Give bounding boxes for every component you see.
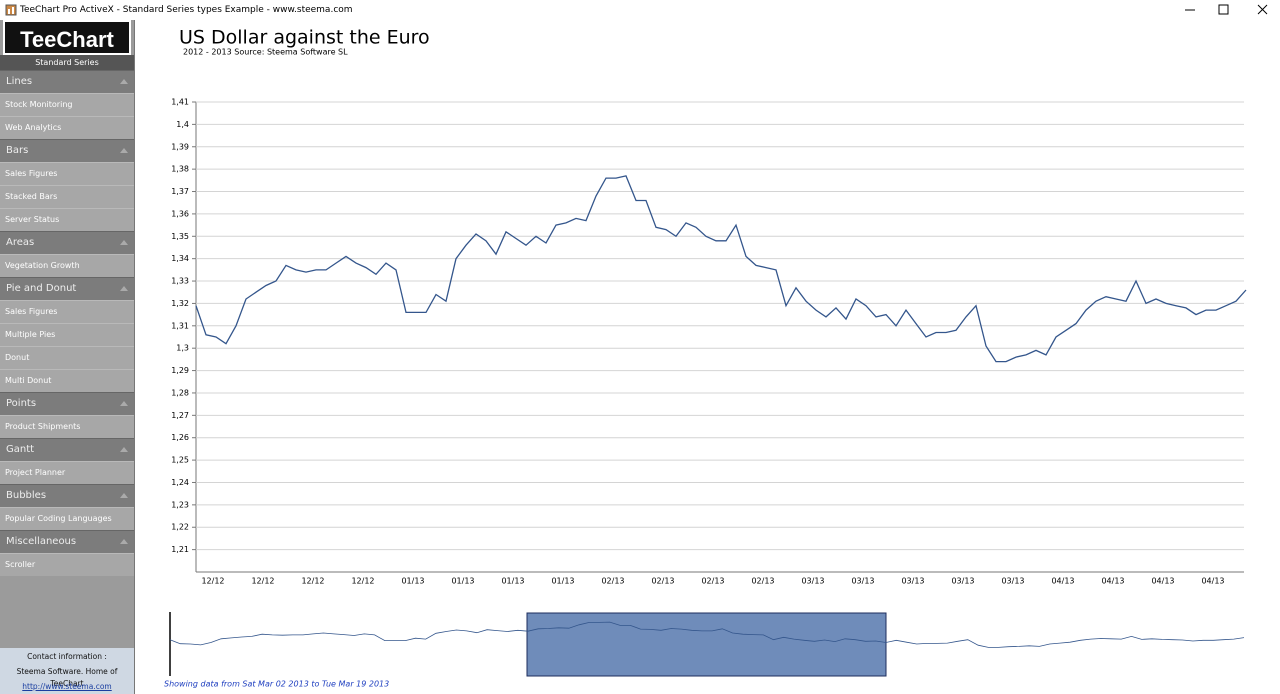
x-tick-label: 04/13 <box>1201 577 1224 586</box>
section-header[interactable]: Miscellaneous <box>0 530 134 553</box>
x-tick-label: 02/13 <box>601 577 624 586</box>
menu-item[interactable]: Donut <box>0 346 134 369</box>
x-tick-label: 04/13 <box>1151 577 1174 586</box>
section-header[interactable]: Areas <box>0 231 134 254</box>
contact: Contact information : Steema Software. Ho… <box>0 648 134 694</box>
y-tick-label: 1,4 <box>176 120 189 129</box>
x-tick-label: 04/13 <box>1051 577 1074 586</box>
chart-title: US Dollar against the Euro <box>179 27 430 49</box>
scroller-line <box>169 621 1245 648</box>
menu-item[interactable]: Sales Figures <box>0 162 134 185</box>
menu-item[interactable]: Web Analytics <box>0 116 134 139</box>
menu-item[interactable]: Multiple Pies <box>0 323 134 346</box>
x-tick-label: 03/13 <box>951 577 974 586</box>
menu-item[interactable]: Server Status <box>0 208 134 231</box>
contact-line: Steema Software. Home of TeeChart <box>16 667 118 688</box>
y-tick-label: 1,41 <box>171 98 189 107</box>
y-tick-label: 1,29 <box>171 366 189 375</box>
x-tick-label: 02/13 <box>651 577 674 586</box>
menu-item[interactable]: Product Shipments <box>0 415 134 438</box>
x-tick-label: 02/13 <box>701 577 724 586</box>
logo: TeeChart <box>3 20 131 55</box>
y-tick-label: 1,24 <box>171 478 189 487</box>
contact-line[interactable]: http://www.steema.com <box>22 682 112 691</box>
menu-item[interactable]: Scroller <box>0 553 134 576</box>
menu-item[interactable]: Vegetation Growth <box>0 254 134 277</box>
x-tick-label: 01/13 <box>551 577 574 586</box>
scroller-caption: Showing data from Sat Mar 02 2013 to Tue… <box>164 680 389 689</box>
section-header[interactable]: Pie and Donut <box>0 277 134 300</box>
y-tick-label: 1,25 <box>171 456 189 465</box>
menu-item[interactable]: Popular Coding Languages <box>0 507 134 530</box>
x-tick-label: 02/13 <box>751 577 774 586</box>
window-title: TeeChart Pro ActiveX - Standard Series t… <box>20 5 353 15</box>
x-tick-label: 04/13 <box>1101 577 1124 586</box>
y-tick-label: 1,35 <box>171 232 189 241</box>
x-tick-label: 12/12 <box>251 577 274 586</box>
section-header[interactable]: Bars <box>0 139 134 162</box>
menu-item[interactable]: Project Planner <box>0 461 134 484</box>
menu-item[interactable]: Multi Donut <box>0 369 134 392</box>
app-icon <box>5 4 17 16</box>
x-tick-label: 12/12 <box>201 577 224 586</box>
y-tick-label: 1,3 <box>176 344 189 353</box>
y-tick-label: 1,28 <box>171 388 189 397</box>
x-tick-label: 03/13 <box>901 577 924 586</box>
logo-subtitle: Standard Series <box>0 55 134 70</box>
x-tick-label: 01/13 <box>401 577 424 586</box>
y-tick-label: 1,21 <box>171 545 189 554</box>
y-tick-label: 1,22 <box>171 523 189 532</box>
contact-line: Contact information : <box>27 652 107 661</box>
x-tick-label: 03/13 <box>801 577 824 586</box>
y-tick-label: 1,26 <box>171 433 189 442</box>
x-tick-label: 03/13 <box>851 577 874 586</box>
x-tick-label: 12/12 <box>301 577 324 586</box>
chart-subtitle: 2012 - 2013 Source: Steema Software SL <box>183 48 348 57</box>
section-header[interactable]: Bubbles <box>0 484 134 507</box>
y-tick-label: 1,32 <box>171 299 189 308</box>
menu: Lines Stock Monitoring Web Analytics Bars Sa… <box>0 70 134 576</box>
scroller-window[interactable] <box>526 612 887 677</box>
section-header[interactable]: Lines <box>0 70 134 93</box>
y-tick-label: 1,33 <box>171 277 189 286</box>
y-tick-label: 1,37 <box>171 187 189 196</box>
y-tick-label: 1,39 <box>171 142 189 151</box>
section-header[interactable]: Points <box>0 392 134 415</box>
x-tick-label: 12/12 <box>351 577 374 586</box>
x-tick-label: 01/13 <box>451 577 474 586</box>
menu-item[interactable]: Stock Monitoring <box>0 93 134 116</box>
sidebar: TeeChart Standard Series Lines Stock Moni… <box>0 20 135 694</box>
y-tick-label: 1,23 <box>171 500 189 509</box>
chart: US Dollar against the Euro 2012 - 2013 S… <box>164 27 1247 689</box>
section-header[interactable]: Gantt <box>0 438 134 461</box>
y-tick-label: 1,38 <box>171 165 189 174</box>
x-tick-label: 01/13 <box>501 577 524 586</box>
x-tick-label: 03/13 <box>1001 577 1024 586</box>
menu-item[interactable]: Sales Figures <box>0 300 134 323</box>
y-tick-label: 1,36 <box>171 209 189 218</box>
y-tick-label: 1,27 <box>171 411 189 420</box>
menu-item[interactable]: Stacked Bars <box>0 185 134 208</box>
line-series <box>195 175 1247 363</box>
title-bar: TeeChart Pro ActiveX - Standard Series t… <box>0 0 1280 20</box>
window-controls[interactable] <box>1180 0 1280 20</box>
y-tick-label: 1,34 <box>171 254 189 263</box>
y-tick-label: 1,31 <box>171 321 189 330</box>
